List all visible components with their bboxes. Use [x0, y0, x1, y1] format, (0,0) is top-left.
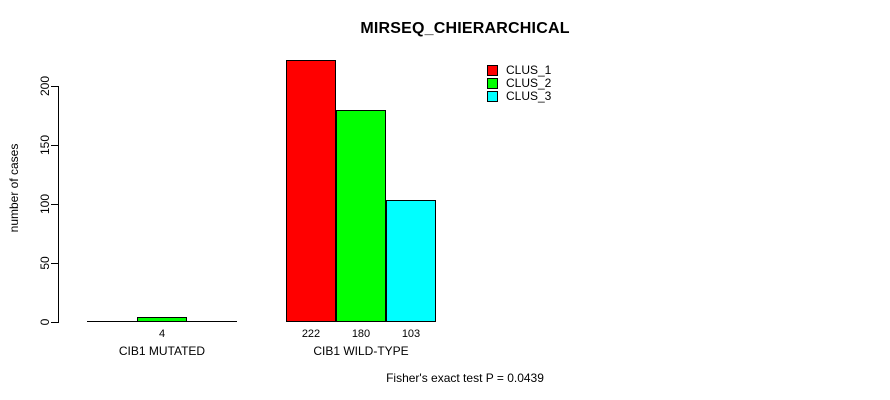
y-axis-title: number of cases — [7, 143, 21, 233]
legend-swatch-icon — [487, 91, 498, 102]
bar-value-label: 180 — [351, 328, 371, 340]
legend-swatch-icon — [487, 65, 498, 76]
group-label-1: CIB1 MUTATED — [118, 344, 206, 358]
y-axis-tick — [51, 204, 58, 205]
group-label-2: CIB1 WILD-TYPE — [313, 344, 409, 358]
footnote: Fisher's exact test P = 0.0439 — [386, 371, 544, 385]
legend-item-clus_1: CLUS_1 — [487, 64, 551, 77]
bar-value-label: 222 — [301, 328, 321, 340]
bar-clus_3-1-zero — [187, 321, 237, 322]
chart-title: MIRSEQ_CHIERARCHICAL — [360, 20, 570, 37]
legend-label: CLUS_2 — [506, 76, 552, 90]
y-tick-label: 50 — [38, 256, 52, 270]
y-tick-label: 150 — [38, 134, 52, 156]
legend-item-clus_3: CLUS_3 — [487, 90, 551, 103]
bar-clus_1-1-zero — [87, 321, 137, 322]
legend-swatch-icon — [487, 78, 498, 89]
bar-value-label: 103 — [401, 328, 421, 340]
bar-value-label: 4 — [158, 328, 166, 340]
legend-label: CLUS_1 — [506, 63, 552, 77]
legend-item-clus_2: CLUS_2 — [487, 77, 551, 90]
y-axis-tick — [51, 263, 58, 264]
legend-label: CLUS_3 — [506, 89, 552, 103]
bar-clus_1-2 — [286, 60, 336, 322]
bar-clus_3-2 — [386, 200, 436, 322]
y-axis-tick — [51, 322, 58, 323]
y-axis-tick — [51, 145, 58, 146]
y-axis-tick — [51, 86, 58, 87]
legend: CLUS_1 CLUS_2 CLUS_3 — [487, 64, 551, 103]
y-axis-line — [58, 86, 59, 323]
bar-clus_2-2 — [336, 110, 386, 322]
y-tick-label: 200 — [38, 75, 52, 97]
bar-clus_2-1 — [137, 317, 187, 322]
y-tick-label: 100 — [38, 193, 52, 215]
y-tick-label: 0 — [38, 318, 52, 326]
